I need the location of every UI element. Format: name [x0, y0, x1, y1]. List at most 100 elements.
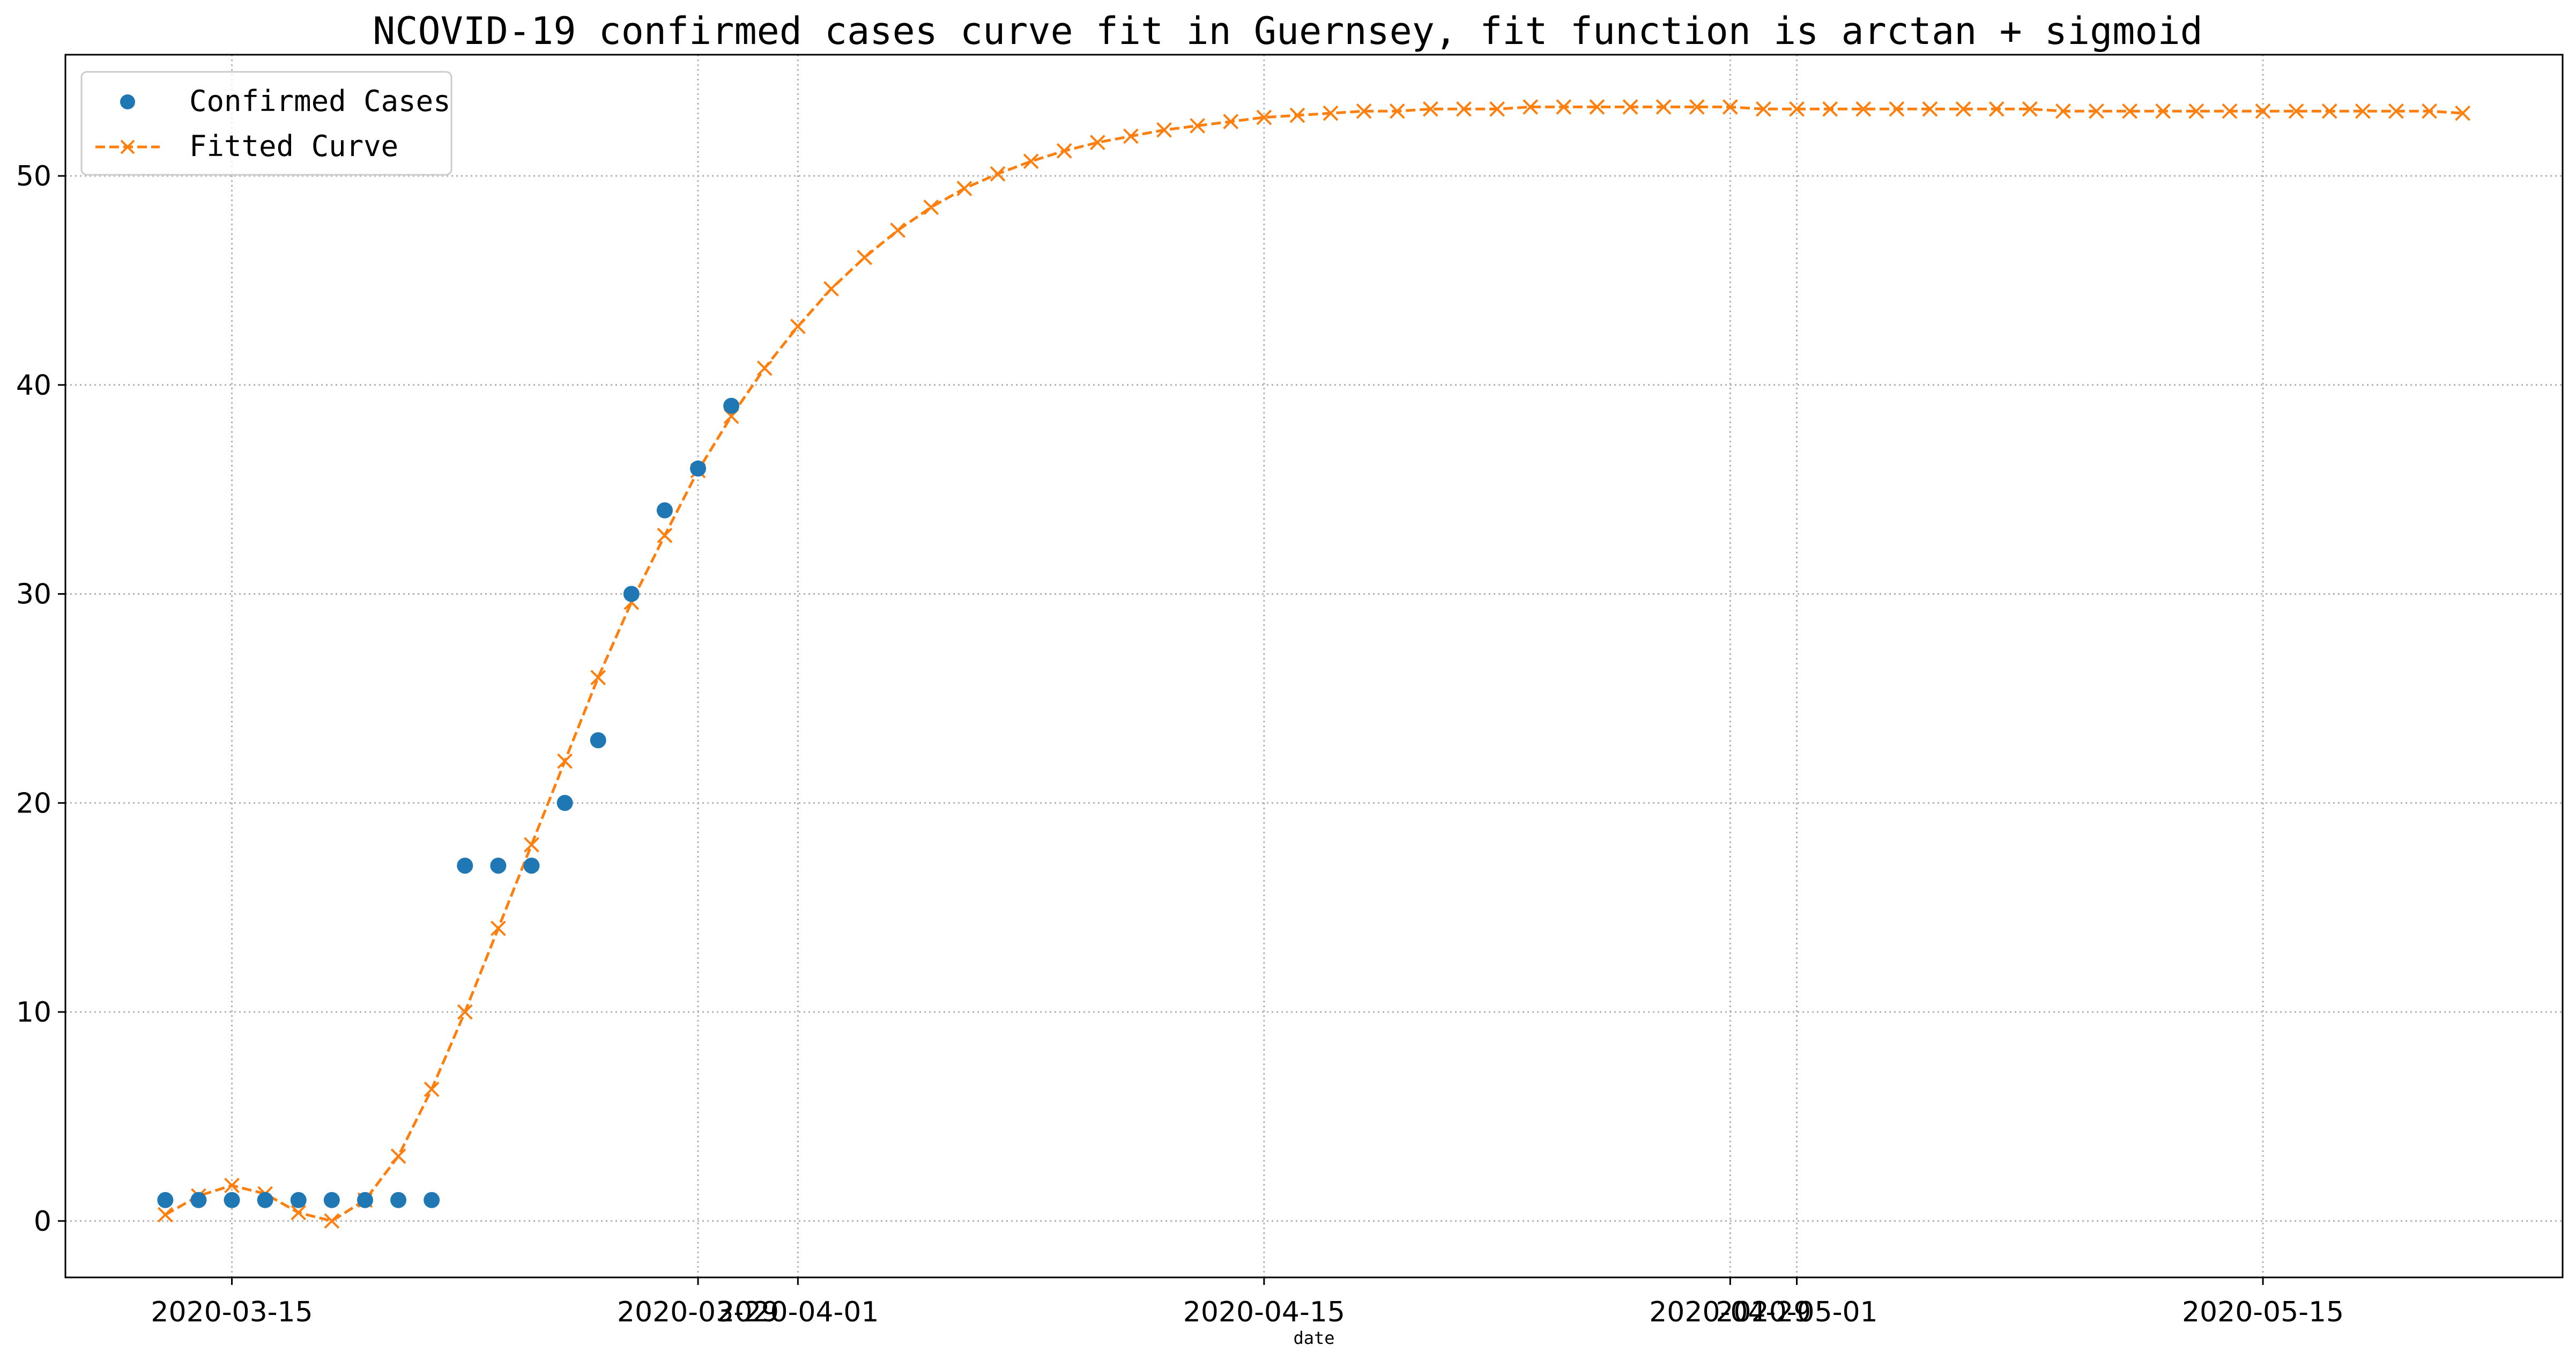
- confirmed-cases-point: [224, 1192, 240, 1208]
- fitted-curve-marker: [2321, 103, 2337, 119]
- fitted-curve-marker: [1089, 135, 1105, 151]
- fitted-curve-marker: [1556, 99, 1572, 115]
- fitted-curve-marker: [2222, 103, 2238, 119]
- confirmed-cases-point: [723, 397, 740, 414]
- fitted-curve-marker: [324, 1213, 340, 1229]
- confirmed-cases-point: [157, 1192, 174, 1208]
- fitted-curve-marker: [1323, 105, 1339, 121]
- confirmed-cases-series: [157, 397, 740, 1208]
- confirmed-cases-point: [323, 1192, 340, 1208]
- confirmed-cases-point: [357, 1192, 373, 1208]
- fitted-curve-marker: [990, 166, 1006, 182]
- fitted-curve-marker: [823, 281, 839, 297]
- fitted-curve-marker: [557, 753, 573, 769]
- fitted-curve-marker: [1622, 99, 1638, 115]
- confirmed-cases-point: [523, 858, 540, 874]
- fitted-curve-marker: [1356, 103, 1372, 119]
- confirmed-cases-point: [257, 1192, 273, 1208]
- plot-area-frame: [64, 54, 2564, 1278]
- confirmed-cases-point: [190, 1192, 207, 1208]
- y-tick-label: 10: [16, 996, 51, 1029]
- grid: [65, 55, 2563, 1277]
- fitted-curve-marker: [1789, 101, 1805, 117]
- fitted-curve-marker: [424, 1081, 440, 1097]
- confirmed-cases-point: [656, 502, 673, 519]
- fitted-curve-marker: [1156, 122, 1172, 138]
- fitted-curve-marker: [1955, 101, 1971, 117]
- confirmed-cases-point: [390, 1192, 407, 1208]
- confirmed-cases-point: [623, 586, 640, 602]
- fitted-curve-marker: [756, 360, 773, 376]
- fitted-curve-series: [157, 99, 2471, 1229]
- fitted-curve-marker: [1056, 143, 1072, 159]
- fitted-curve-marker: [890, 222, 906, 238]
- fitted-curve-marker: [157, 1207, 173, 1223]
- fitted-curve-marker: [2255, 103, 2271, 119]
- fitted-curve-marker: [1223, 114, 1239, 130]
- x-tick-label: 2020-03-29: [617, 1296, 779, 1328]
- legend-marker-fitted-curve: [120, 139, 135, 154]
- y-tick-label: 0: [34, 1206, 51, 1238]
- fitted-curve-marker: [291, 1204, 307, 1221]
- confirmed-cases-point: [690, 460, 707, 477]
- confirmed-cases-point: [590, 732, 606, 749]
- fitted-curve-marker: [1389, 103, 1405, 119]
- x-tick-label: 2020-04-01: [717, 1296, 879, 1328]
- fitted-curve-marker: [1656, 99, 1672, 115]
- fitted-curve-marker: [1689, 99, 1705, 115]
- legend-label-fitted-curve: Fitted Curve: [189, 129, 398, 163]
- fitted-curve-marker: [1722, 99, 1738, 115]
- fitted-curve-marker: [1822, 101, 1838, 117]
- fitted-curve-marker: [457, 1004, 473, 1020]
- fitted-curve-marker: [1023, 153, 1039, 169]
- x-tick-label: 2020-05-01: [1716, 1296, 1877, 1328]
- legend-label-confirmed-cases: Confirmed Cases: [189, 84, 451, 118]
- fitted-curve-marker: [1422, 101, 1438, 117]
- fitted-curve-marker: [2388, 103, 2404, 119]
- y-ticks: 0 10 20 30 40 50: [16, 160, 65, 1238]
- chart-title: NCOVID-19 confirmed cases curve fit in G…: [373, 9, 2203, 53]
- fitted-curve-marker: [790, 319, 806, 335]
- y-tick-label: 30: [16, 579, 51, 611]
- fitted-curve-marker: [1855, 101, 1872, 117]
- fitted-curve-marker: [1988, 101, 2005, 117]
- legend-marker-confirmed-cases: [120, 94, 135, 109]
- fitted-curve-marker: [1289, 107, 1305, 123]
- fitted-curve-marker: [2022, 101, 2038, 117]
- fitted-curve-marker: [1889, 101, 1905, 117]
- confirmed-cases-point: [490, 858, 507, 874]
- fitted-curve-marker: [2122, 103, 2138, 119]
- fitted-curve-marker: [2288, 103, 2304, 119]
- confirmed-cases-point: [290, 1192, 307, 1208]
- fitted-curve-marker: [956, 181, 973, 196]
- legend: Confirmed Cases Fitted Curve: [80, 71, 452, 176]
- y-tick-label: 40: [16, 369, 51, 402]
- fitted-curve-marker: [490, 920, 506, 936]
- fitted-curve-marker: [224, 1178, 240, 1193]
- confirmed-cases-point: [424, 1192, 440, 1208]
- fitted-curve-marker: [1922, 101, 1938, 117]
- fitted-curve-marker: [1489, 101, 1505, 117]
- y-tick-label: 20: [16, 787, 51, 819]
- fitted-curve-marker: [657, 527, 673, 543]
- fitted-curve-marker: [1256, 109, 1272, 125]
- confirmed-cases-point: [556, 795, 573, 811]
- fitted-curve-marker: [1190, 118, 1206, 134]
- fitted-curve-marker: [390, 1148, 406, 1164]
- x-tick-label: 2020-04-15: [1183, 1296, 1345, 1328]
- x-tick-label: 2020-04-29: [1649, 1296, 1811, 1328]
- fitted-curve-marker: [2155, 103, 2171, 119]
- y-tick-label: 50: [16, 160, 51, 193]
- fitted-curve-marker: [1589, 99, 1605, 115]
- fitted-curve-marker: [2188, 103, 2204, 119]
- fitted-curve-marker: [2055, 103, 2071, 119]
- legend-box: [80, 71, 452, 176]
- fitted-curve-marker: [2422, 103, 2437, 119]
- fitted-curve-marker: [1123, 128, 1139, 144]
- fitted-curve-line: [165, 105, 2463, 1223]
- fitted-curve-marker: [857, 249, 872, 265]
- fitted-curve-marker: [2455, 105, 2471, 121]
- x-tick-label: 2020-05-15: [2182, 1296, 2344, 1328]
